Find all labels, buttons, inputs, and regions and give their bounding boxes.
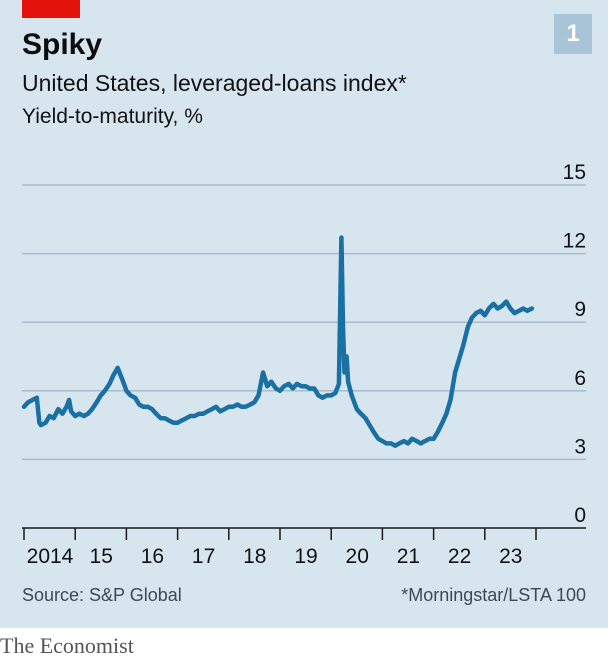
chart-panel [0, 0, 608, 628]
y-tick-labels: 0 3 6 9 12 15 [563, 161, 586, 527]
x-tick-label: 2014 [27, 545, 74, 568]
x-tick-label: 22 [448, 545, 471, 568]
chart-title: Spiky [22, 28, 103, 61]
y-tick-label: 0 [574, 504, 586, 527]
brand-accent-bar [22, 0, 80, 18]
y-tick-label: 12 [563, 230, 586, 253]
publisher-logo: The Economist [0, 633, 134, 658]
gridlines [22, 184, 586, 461]
x-tick-label: 17 [192, 545, 215, 568]
chart-number-badge: 1 [554, 14, 592, 54]
x-tick-label: 18 [243, 545, 266, 568]
footnote: *Morningstar/LSTA 100 [401, 585, 586, 605]
x-tick-label: 19 [294, 545, 317, 568]
series-line-0 [21, 235, 535, 448]
y-tick-label: 9 [574, 298, 586, 321]
y-tick-label: 6 [574, 367, 586, 390]
y-tick-label: 15 [563, 161, 586, 184]
y-axis-label: Yield-to-maturity, % [22, 105, 203, 128]
line-chart: 0 3 6 9 12 15 2014 15 16 17 18 19 20 21 22 23 [21, 161, 586, 568]
x-tick-label: 15 [90, 545, 113, 568]
x-tick-label: 20 [346, 545, 369, 568]
x-tick-label: 21 [397, 545, 420, 568]
chart-subtitle: United States, leveraged-loans index* [22, 70, 407, 96]
x-tick-label: 16 [141, 545, 164, 568]
source-note: Source: S&P Global [22, 585, 182, 605]
series-group [21, 235, 535, 448]
y-tick-label: 3 [574, 435, 586, 458]
x-axis: 2014 15 16 17 18 19 20 21 22 23 [22, 527, 586, 568]
x-tick-label: 23 [499, 545, 522, 568]
